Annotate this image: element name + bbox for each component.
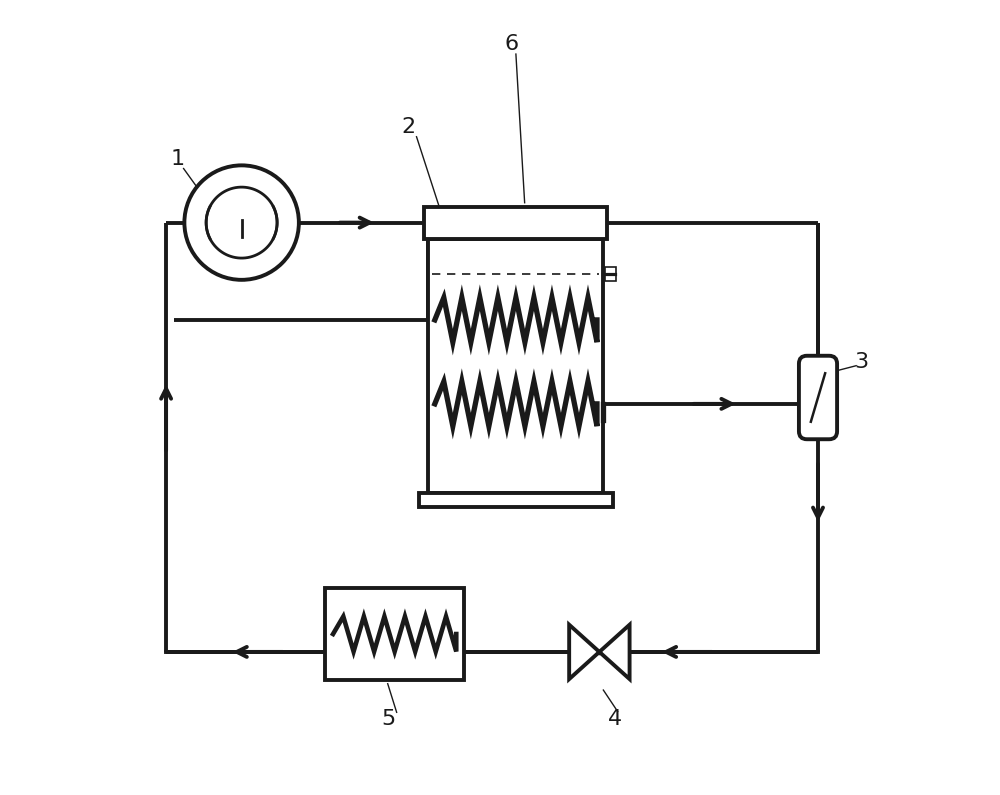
Bar: [419, 493, 613, 507]
Bar: [605, 267, 616, 281]
Bar: [428, 238, 603, 493]
Text: 3: 3: [855, 351, 869, 372]
Text: 2: 2: [402, 117, 416, 138]
Text: 5: 5: [382, 709, 396, 730]
Bar: [325, 588, 464, 680]
Text: 4: 4: [608, 709, 622, 730]
Bar: [424, 207, 607, 238]
FancyBboxPatch shape: [799, 356, 837, 440]
Circle shape: [184, 165, 299, 280]
Text: 6: 6: [505, 33, 519, 54]
Polygon shape: [599, 625, 630, 679]
Text: 1: 1: [171, 149, 185, 169]
Polygon shape: [569, 625, 599, 679]
